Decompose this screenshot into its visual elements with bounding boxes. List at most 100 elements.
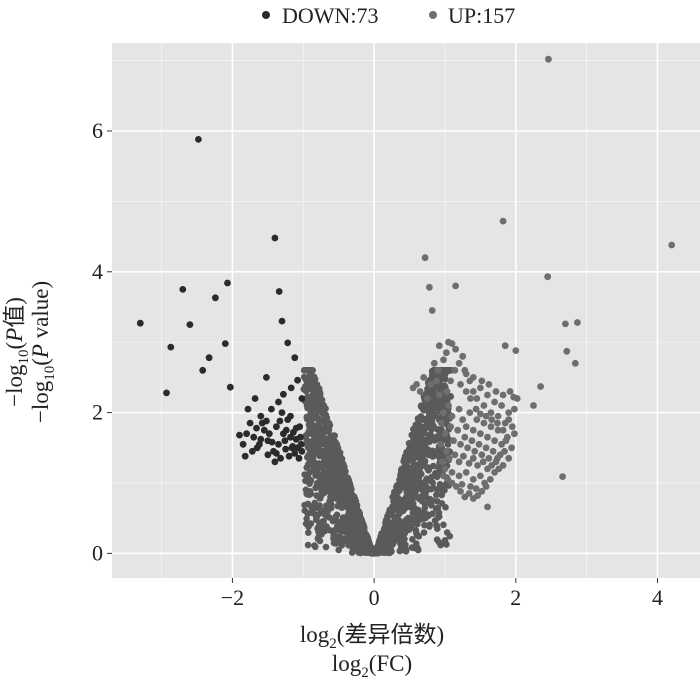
ns-point bbox=[326, 446, 334, 453]
ns-point bbox=[409, 480, 416, 487]
up-point bbox=[461, 366, 469, 374]
ns-point bbox=[339, 514, 347, 521]
ns-point bbox=[398, 479, 406, 487]
ns-point bbox=[387, 526, 395, 534]
up-point bbox=[473, 395, 481, 402]
up-point bbox=[537, 383, 544, 390]
ns-point bbox=[318, 531, 325, 538]
down-point bbox=[275, 440, 282, 448]
ns-point bbox=[431, 412, 439, 420]
down-point bbox=[268, 438, 276, 446]
ns-point bbox=[334, 483, 342, 490]
ns-point bbox=[412, 527, 420, 534]
up-point bbox=[488, 462, 496, 469]
up-point bbox=[562, 320, 569, 328]
ns-point bbox=[375, 541, 383, 548]
up-point bbox=[467, 395, 474, 402]
up-point bbox=[484, 391, 491, 399]
up-point bbox=[458, 481, 466, 488]
down-point bbox=[250, 433, 258, 441]
up-point bbox=[492, 388, 500, 395]
ns-point bbox=[425, 512, 432, 519]
up-point bbox=[469, 495, 477, 502]
ns-point bbox=[403, 458, 411, 465]
down-point bbox=[248, 447, 256, 455]
down-point bbox=[287, 384, 295, 392]
ns-point bbox=[304, 404, 311, 412]
up-point bbox=[489, 447, 497, 455]
ns-point bbox=[301, 501, 308, 509]
up-point bbox=[448, 412, 456, 420]
ns-point bbox=[338, 534, 345, 542]
legend-key-up bbox=[429, 11, 437, 19]
y-axis-title-line-1: −log10(P值) bbox=[2, 297, 32, 407]
up-point bbox=[430, 359, 438, 367]
ns-point bbox=[301, 507, 309, 514]
up-point bbox=[484, 503, 491, 511]
ns-point bbox=[320, 489, 328, 497]
up-point bbox=[451, 451, 459, 459]
ns-point bbox=[411, 427, 418, 434]
ns-point bbox=[409, 536, 416, 543]
down-point bbox=[257, 412, 265, 420]
down-point bbox=[268, 405, 275, 413]
up-point bbox=[501, 342, 509, 350]
ns-point bbox=[420, 406, 428, 414]
ns-point bbox=[329, 459, 337, 467]
down-point bbox=[263, 374, 270, 381]
up-point bbox=[494, 412, 502, 420]
down-point bbox=[297, 440, 305, 448]
ns-point bbox=[306, 469, 314, 476]
ns-point bbox=[303, 515, 310, 523]
up-point bbox=[499, 462, 507, 469]
up-point bbox=[423, 395, 431, 402]
ns-point bbox=[316, 495, 324, 502]
y-axis-ticks: 0 2 4 6 bbox=[92, 118, 112, 565]
up-point bbox=[457, 381, 464, 388]
up-point bbox=[455, 405, 463, 413]
ns-point bbox=[311, 505, 318, 512]
up-point bbox=[462, 469, 470, 476]
up-point bbox=[485, 381, 493, 388]
down-point bbox=[291, 450, 299, 457]
up-point bbox=[450, 437, 457, 445]
up-point bbox=[461, 493, 469, 501]
ns-point bbox=[323, 502, 330, 510]
down-point bbox=[246, 419, 254, 427]
down-point bbox=[296, 423, 304, 431]
up-point bbox=[494, 419, 501, 427]
ns-point bbox=[389, 502, 397, 510]
down-point bbox=[205, 354, 213, 362]
up-point bbox=[482, 444, 490, 452]
down-point bbox=[221, 340, 229, 347]
ns-point bbox=[338, 504, 346, 512]
up-point bbox=[455, 359, 463, 367]
ns-point bbox=[362, 535, 369, 543]
down-point bbox=[179, 286, 187, 293]
ns-point bbox=[414, 520, 421, 528]
up-point bbox=[451, 366, 459, 374]
y-tick-label: 2 bbox=[92, 400, 103, 425]
ns-point bbox=[415, 472, 422, 479]
ns-point bbox=[403, 448, 410, 456]
down-point bbox=[163, 389, 170, 397]
down-point bbox=[243, 430, 251, 438]
ns-point bbox=[324, 476, 331, 483]
ns-point bbox=[424, 446, 432, 453]
down-point bbox=[287, 412, 294, 420]
ns-point bbox=[417, 455, 424, 463]
legend-label-up: UP:157 bbox=[448, 3, 515, 28]
up-point bbox=[428, 307, 436, 314]
ns-point bbox=[304, 367, 312, 374]
ns-point bbox=[421, 504, 429, 512]
ns-point bbox=[342, 520, 350, 527]
ns-point bbox=[429, 422, 436, 430]
x-tick-label: 4 bbox=[652, 585, 663, 610]
up-point bbox=[499, 217, 507, 225]
up-point bbox=[434, 366, 442, 374]
ns-point bbox=[374, 549, 382, 556]
ns-point bbox=[425, 465, 433, 473]
ns-point bbox=[420, 529, 428, 536]
down-point bbox=[294, 376, 301, 384]
up-point bbox=[475, 440, 483, 448]
